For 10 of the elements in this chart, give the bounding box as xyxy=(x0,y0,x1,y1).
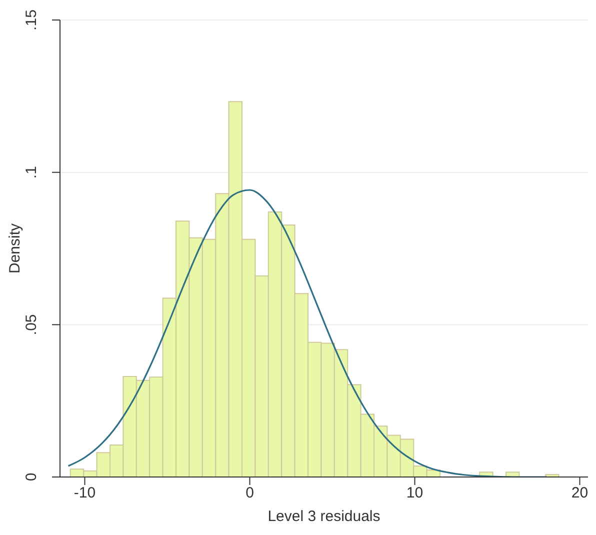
x-tick-label: 0 xyxy=(246,484,254,502)
x-axis-title: Level 3 residuals xyxy=(268,508,380,525)
y-tick-label: .15 xyxy=(23,10,40,30)
x-tick-label: -10 xyxy=(74,484,96,502)
x-tick-label: 10 xyxy=(406,484,424,502)
y-tick-label: 0 xyxy=(23,472,40,482)
y-tick-label: .1 xyxy=(23,166,40,179)
x-tick-label: 20 xyxy=(571,484,588,502)
y-axis-title: Density xyxy=(6,223,24,274)
y-tick-label: .05 xyxy=(23,314,40,336)
